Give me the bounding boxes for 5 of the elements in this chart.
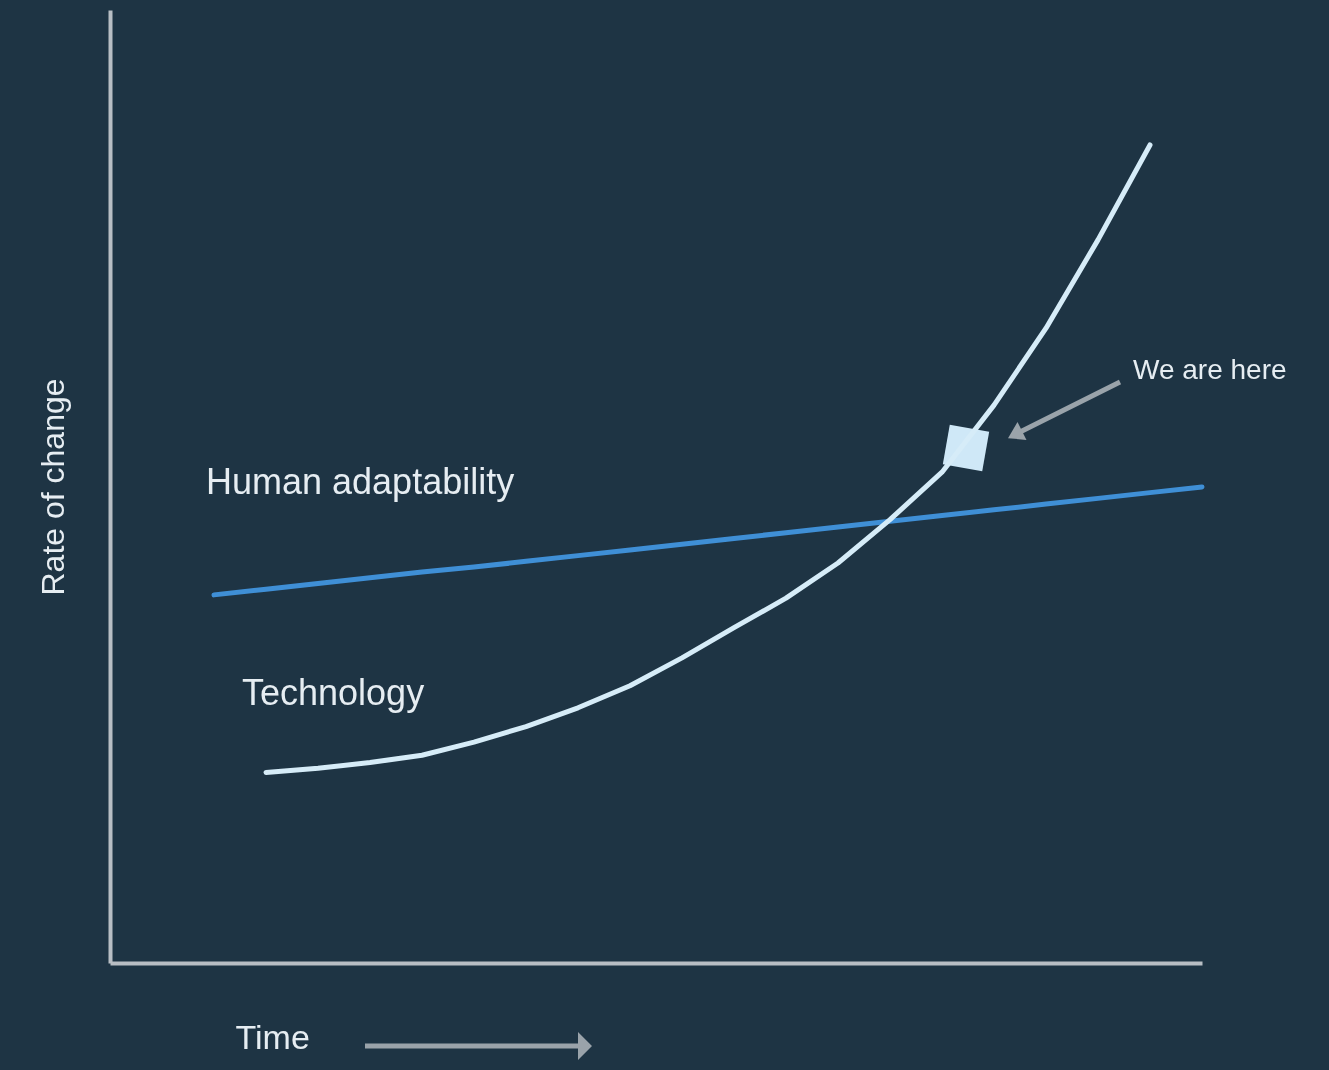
y-axis-title: Rate of change (34, 378, 71, 596)
series-label: Human adaptability (206, 460, 515, 502)
annotation: We are here (1133, 354, 1287, 385)
series-label: Technology (242, 672, 425, 714)
x-axis-title: Time (235, 1017, 310, 1056)
